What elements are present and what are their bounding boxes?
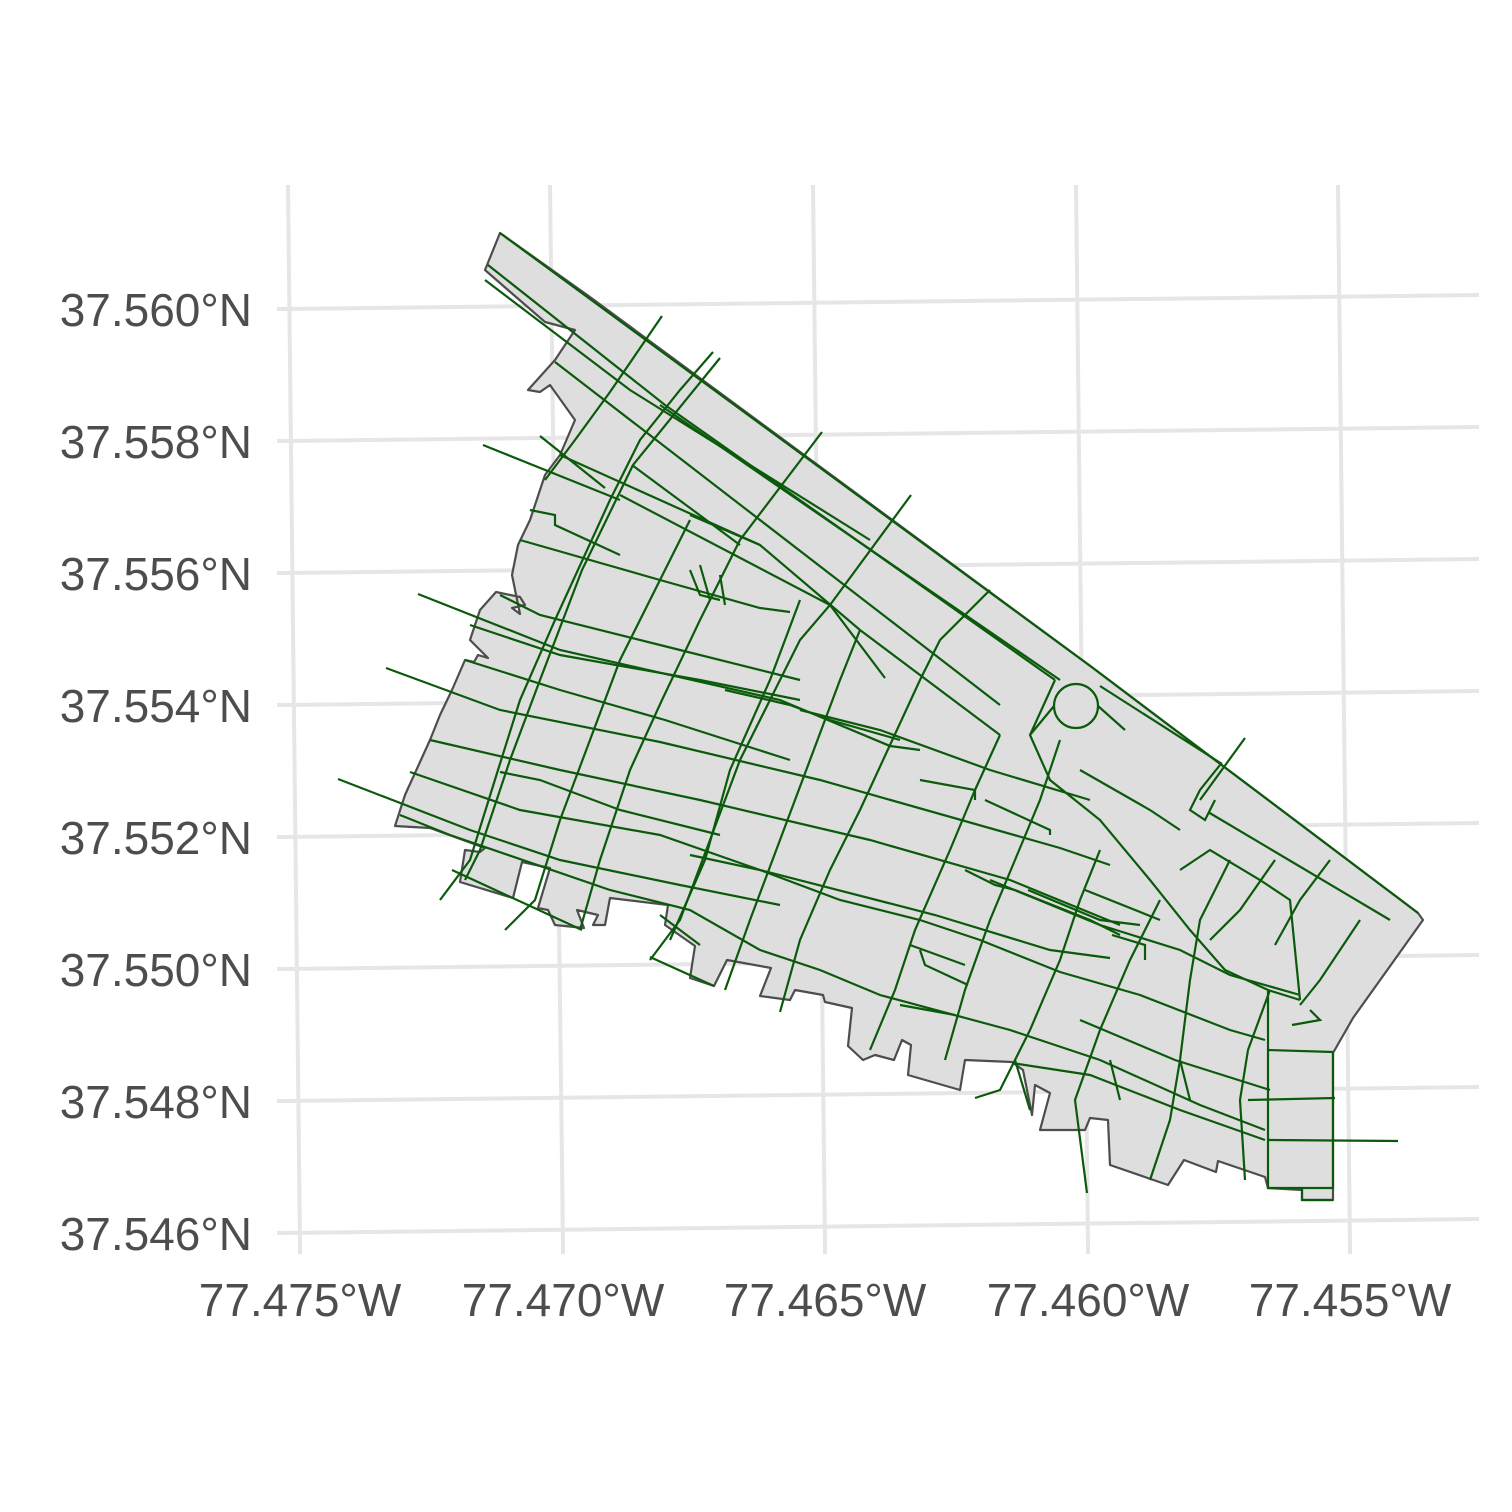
street — [1013, 1059, 1032, 1111]
y-tick-label: 37.546°N — [60, 1208, 252, 1260]
street — [1099, 685, 1223, 765]
street — [1178, 1059, 1192, 1101]
street — [989, 878, 1301, 997]
street — [519, 538, 791, 614]
street — [1028, 679, 1301, 1002]
street — [559, 453, 1001, 736]
street — [1209, 859, 1276, 941]
street — [544, 315, 663, 481]
street — [504, 519, 691, 931]
street — [1291, 1009, 1323, 1027]
street — [1084, 888, 1161, 922]
y-axis: 37.560°N 37.558°N 37.556°N 37.554°N 37.5… — [60, 284, 285, 1260]
street — [1011, 1061, 1266, 1142]
meridian-line — [1336, 184, 1352, 1247]
street — [539, 435, 606, 489]
street — [943, 739, 1062, 1061]
parallel-line — [284, 1217, 1480, 1235]
street — [1079, 769, 1181, 831]
street — [799, 708, 1091, 802]
district-area — [393, 231, 1425, 1202]
meridian-line — [286, 184, 302, 1247]
x-tick-label: 77.470°W — [462, 1274, 665, 1326]
street — [554, 361, 1001, 706]
street — [499, 594, 801, 682]
street — [429, 738, 1121, 927]
street — [918, 949, 969, 986]
street — [499, 770, 721, 837]
street — [718, 574, 727, 606]
street — [578, 431, 823, 931]
x-tick-label: 77.460°W — [987, 1274, 1190, 1326]
y-tick-label: 37.560°N — [60, 284, 252, 336]
street — [723, 629, 862, 991]
y-tick-label: 37.548°N — [60, 1076, 252, 1128]
street — [1111, 933, 1147, 960]
street — [439, 351, 714, 901]
street — [974, 849, 1102, 1100]
y-tick-label: 37.556°N — [60, 548, 252, 600]
parallel-line — [284, 293, 1480, 311]
street — [631, 464, 741, 546]
x-tick-label: 77.475°W — [199, 1274, 402, 1326]
street — [984, 799, 1052, 835]
street — [1073, 899, 1161, 1194]
street — [451, 869, 583, 931]
x-tick-label: 77.465°W — [724, 1274, 927, 1326]
x-axis: 77.475°W 77.470°W 77.465°W 77.460°W 77.4… — [199, 1246, 1452, 1326]
street — [659, 404, 1061, 681]
parallel-line — [284, 425, 1480, 443]
y-tick-label: 37.552°N — [60, 812, 252, 864]
street — [649, 955, 715, 988]
street — [1266, 990, 1335, 1190]
street — [417, 592, 921, 752]
street — [499, 232, 1419, 914]
street — [778, 589, 991, 1013]
street — [1188, 764, 1221, 822]
street — [1027, 888, 1141, 927]
y-tick-label: 37.558°N — [60, 416, 252, 468]
street — [668, 599, 802, 941]
street — [724, 688, 901, 742]
street — [659, 914, 701, 946]
street — [1029, 705, 1055, 736]
street — [1300, 1188, 1333, 1202]
street — [399, 813, 1266, 1132]
street — [1097, 705, 1126, 731]
street — [337, 777, 781, 907]
street — [469, 623, 801, 702]
street — [1179, 848, 1302, 1001]
street — [464, 658, 791, 762]
street — [1299, 919, 1361, 1006]
street — [1148, 859, 1231, 1181]
street — [909, 943, 966, 967]
street — [529, 508, 621, 556]
x-tick-label: 77.455°W — [1249, 1274, 1452, 1326]
street — [698, 564, 712, 601]
street — [899, 1003, 956, 1017]
street — [1207, 811, 1391, 921]
street — [689, 853, 1266, 1042]
street — [1274, 859, 1331, 946]
y-tick-label: 37.554°N — [60, 680, 252, 732]
street — [868, 734, 1002, 1051]
street — [1199, 737, 1246, 801]
y-tick-label: 37.550°N — [60, 944, 252, 996]
street — [1267, 1048, 1334, 1054]
street — [689, 513, 761, 547]
street-network — [337, 232, 1419, 1202]
street — [1079, 1018, 1271, 1092]
street — [1238, 989, 1272, 1181]
street — [688, 569, 721, 602]
street — [1247, 1096, 1336, 1102]
street — [1108, 1059, 1122, 1101]
street — [464, 357, 721, 881]
street — [484, 279, 871, 541]
